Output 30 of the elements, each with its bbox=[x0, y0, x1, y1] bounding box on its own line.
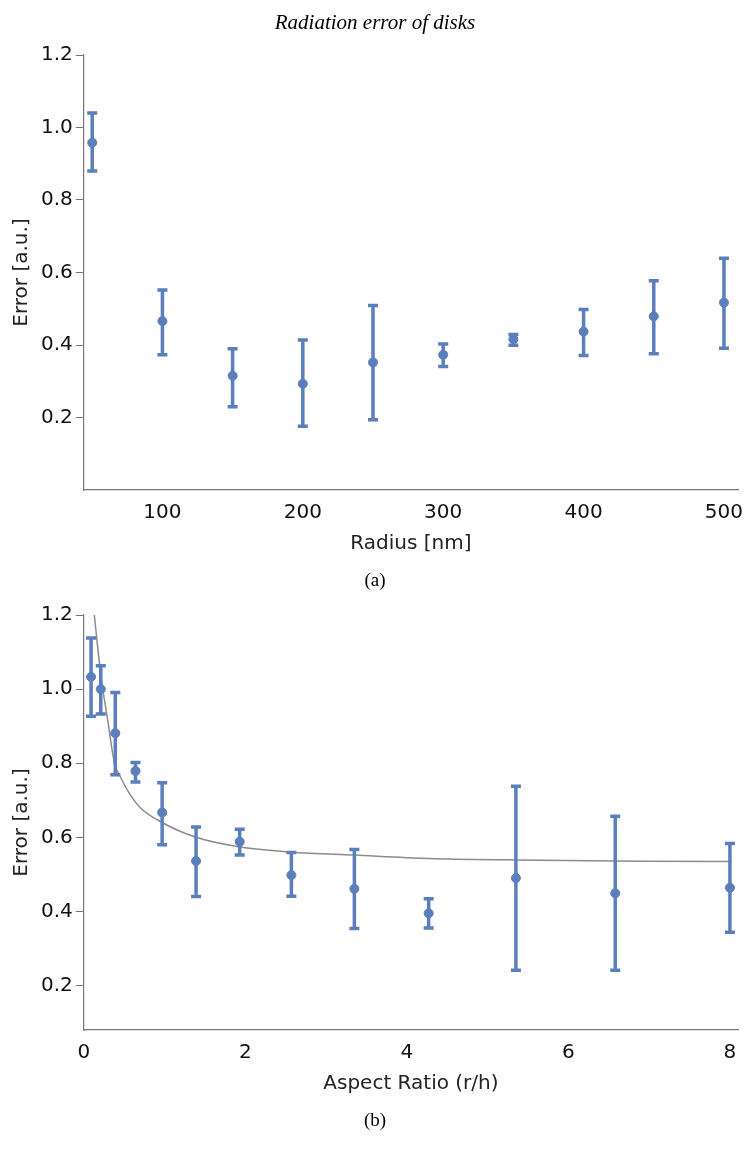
x-axis-title: Aspect Ratio (r/h) bbox=[323, 1070, 499, 1095]
y-tick-label: 1.2 bbox=[40, 601, 73, 626]
y-tick-label: 0.4 bbox=[40, 897, 73, 922]
line-series bbox=[93, 615, 731, 863]
text: (b) bbox=[362, 1108, 388, 1132]
y-axis-title: Error [a.u.] bbox=[8, 768, 33, 877]
y-tick-label: 0.8 bbox=[40, 749, 73, 774]
y-tick-label: 0.2 bbox=[40, 971, 73, 996]
y-tick-label: 0.2 bbox=[40, 403, 73, 428]
x-tick-label: 500 bbox=[704, 499, 744, 524]
y-tick-label: 1.0 bbox=[40, 113, 73, 138]
x-tick-label: 400 bbox=[564, 499, 603, 524]
x-axis-title: Radius [nm] bbox=[350, 530, 472, 555]
x-tick-label: 0 bbox=[77, 1039, 91, 1064]
x-tick-label: 200 bbox=[283, 499, 322, 524]
x-tick-label: 2 bbox=[238, 1039, 252, 1064]
x-tick-label: 8 bbox=[723, 1039, 737, 1064]
y-tick-label: 1.2 bbox=[40, 41, 73, 66]
y-tick-label: 0.8 bbox=[40, 186, 73, 211]
y-tick-label: 1.0 bbox=[40, 675, 73, 700]
chart-title: Radiation error of disks bbox=[273, 9, 477, 36]
x-tick-label: 6 bbox=[562, 1039, 575, 1064]
x-tick-label: 4 bbox=[400, 1039, 414, 1064]
y-tick-label: 0.6 bbox=[40, 258, 73, 283]
y-tick-label: 0.4 bbox=[40, 331, 73, 356]
y-axis-title: Error [a.u.] bbox=[8, 218, 33, 327]
y-tick-label: 0.6 bbox=[40, 823, 73, 848]
text: (a) bbox=[363, 568, 387, 592]
x-tick-label: 100 bbox=[143, 499, 182, 524]
x-tick-label: 300 bbox=[424, 499, 463, 524]
